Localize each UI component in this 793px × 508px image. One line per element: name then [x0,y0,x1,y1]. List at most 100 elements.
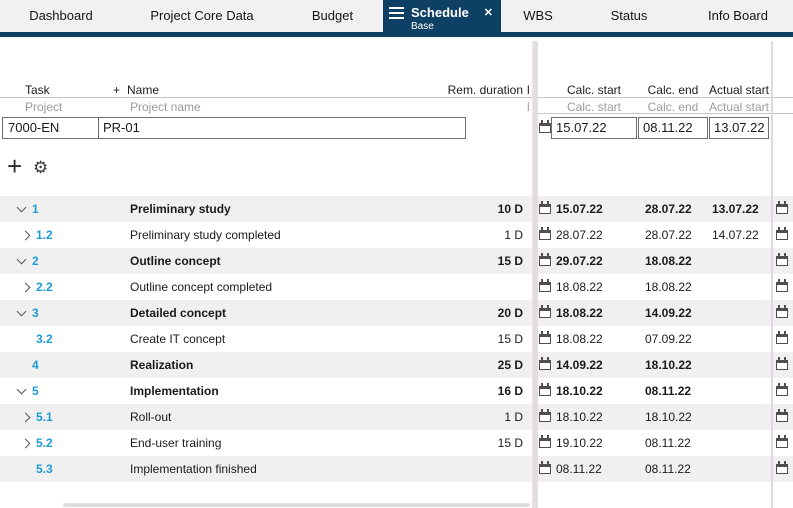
calendar-icon[interactable] [539,331,551,344]
project-calc-start-field[interactable]: 15.07.22 [551,117,637,139]
task-calc-end[interactable]: 07.09.22 [645,332,692,346]
project-actual-start-field[interactable]: 13.07.22 [709,117,769,139]
settings-gear-icon[interactable]: ⚙ [33,158,49,177]
calendar-icon[interactable] [539,201,551,214]
chevron-down-icon[interactable] [16,254,27,265]
task-calc-start[interactable]: 15.07.22 [556,202,603,216]
task-name[interactable]: Preliminary study [130,202,231,216]
chevron-right-icon[interactable] [20,412,31,423]
calendar-icon[interactable] [539,227,551,240]
project-calc-end-field[interactable]: 08.11.22 [638,117,708,139]
task-calc-end[interactable]: 08.11.22 [645,462,691,476]
task-calc-end[interactable]: 18.10.22 [645,410,692,424]
calendar-icon[interactable] [539,435,551,448]
task-name[interactable]: Outline concept completed [130,280,273,294]
calendar-icon[interactable] [539,305,551,318]
chevron-down-icon[interactable] [16,202,27,213]
task-calc-start[interactable]: 19.10.22 [556,436,603,450]
task-wbs[interactable]: 5.2 [36,436,53,450]
task-name[interactable]: Create IT concept [130,332,226,346]
task-name[interactable]: Detailed concept [130,306,227,320]
table-row[interactable]: 5.1 Roll-out 1 D 18.10.22 18.10.22 [0,404,793,430]
table-row[interactable]: 3.2 Create IT concept 15 D 18.08.22 07.0… [0,326,793,352]
table-row[interactable]: 5.3 Implementation finished 08.11.22 08.… [0,456,793,482]
task-wbs[interactable]: 5 [32,384,39,398]
project-name-field[interactable]: PR-01 [103,120,140,135]
task-calc-start[interactable]: 18.08.22 [556,332,603,346]
task-calc-start[interactable]: 18.08.22 [556,280,603,294]
calendar-icon[interactable] [776,331,788,344]
add-column-icon[interactable]: + [113,83,121,97]
filter-task[interactable]: Project [25,100,63,114]
hamburger-menu-icon[interactable] [389,6,404,9]
filter-actual-start[interactable]: Actual start [708,100,770,114]
task-name[interactable]: End-user training [130,436,222,450]
task-name[interactable]: Roll-out [130,410,172,424]
filter-calc-end[interactable]: Calc. end [647,100,699,114]
calendar-icon[interactable] [776,383,788,396]
task-name[interactable]: Preliminary study completed [130,228,281,242]
chevron-down-icon[interactable] [16,306,27,317]
task-calc-start[interactable]: 18.10.22 [556,384,603,398]
task-name[interactable]: Implementation finished [130,462,257,476]
task-name[interactable]: Realization [130,358,194,372]
task-calc-end[interactable]: 08.11.22 [645,384,692,398]
chevron-down-icon[interactable] [16,384,27,395]
table-row[interactable]: 4 Realization 25 D 14.09.22 18.10.22 [0,352,793,378]
calendar-icon[interactable] [539,357,551,370]
task-calc-start[interactable]: 29.07.22 [556,254,603,268]
tab-schedule-active[interactable]: Schedule ✕ Base [383,0,501,37]
calendar-icon[interactable] [776,305,788,318]
table-row[interactable]: 1.2 Preliminary study completed 1 D 28.0… [0,222,793,248]
tab-project-core-data[interactable]: Project Core Data [150,8,254,23]
calendar-icon[interactable] [776,279,788,292]
task-calc-end[interactable]: 28.07.22 [645,228,692,242]
table-row[interactable]: 1 Preliminary study 10 D 15.07.22 28.07.… [0,196,793,222]
calendar-icon[interactable] [539,253,551,266]
calendar-icon[interactable] [539,120,551,133]
task-calc-start[interactable]: 08.11.22 [556,462,602,476]
filter-calc-start[interactable]: Calc. start [566,100,621,114]
task-calc-end[interactable]: 14.09.22 [645,306,692,320]
calendar-icon[interactable] [539,279,551,292]
task-actual-start[interactable]: 13.07.22 [712,202,759,216]
close-tab-icon[interactable]: ✕ [483,7,493,19]
table-row[interactable]: 2.2 Outline concept completed 18.08.22 1… [0,274,793,300]
task-wbs[interactable]: 5.3 [36,462,53,476]
calendar-icon[interactable] [776,227,788,240]
pane-splitter[interactable] [533,41,538,508]
table-row[interactable]: 5 Implementation 16 D 18.10.22 08.11.22 [0,378,793,404]
task-calc-start[interactable]: 18.10.22 [556,410,603,424]
task-calc-end[interactable]: 08.11.22 [645,436,691,450]
calendar-icon[interactable] [776,435,788,448]
task-calc-start[interactable]: 14.09.22 [556,358,603,372]
tab-status[interactable]: Status [610,8,648,23]
task-wbs[interactable]: 2 [32,254,39,268]
calendar-icon[interactable] [539,461,551,474]
task-calc-start[interactable]: 28.07.22 [556,228,603,242]
task-wbs[interactable]: 3 [32,306,39,320]
table-row[interactable]: 5.2 End-user training 15 D 19.10.22 08.1… [0,430,793,456]
chevron-right-icon[interactable] [20,282,31,293]
calendar-icon[interactable] [539,383,551,396]
calendar-icon[interactable] [776,201,788,214]
chevron-right-icon[interactable] [20,438,31,449]
project-id-field[interactable]: 7000-EN [3,118,99,138]
task-calc-end[interactable]: 18.08.22 [645,254,692,268]
tab-dashboard[interactable]: Dashboard [29,8,93,23]
task-wbs[interactable]: 5.1 [36,410,53,424]
task-calc-end[interactable]: 18.08.22 [645,280,692,294]
task-wbs[interactable]: 3.2 [36,332,53,346]
filter-name[interactable]: Project name [130,100,201,114]
tab-budget[interactable]: Budget [311,8,354,23]
task-name[interactable]: Implementation [130,384,219,398]
table-row[interactable]: 3 Detailed concept 20 D 18.08.22 14.09.2… [0,300,793,326]
task-calc-end[interactable]: 18.10.22 [645,358,692,372]
tab-info-board[interactable]: Info Board [708,8,768,23]
table-row[interactable]: 2 Outline concept 15 D 29.07.22 18.08.22 [0,248,793,274]
horizontal-scrollbar[interactable] [63,503,530,507]
task-wbs[interactable]: 4 [32,358,39,372]
calendar-icon[interactable] [776,357,788,370]
tab-wbs[interactable]: WBS [523,8,553,23]
task-calc-end[interactable]: 28.07.22 [645,202,692,216]
